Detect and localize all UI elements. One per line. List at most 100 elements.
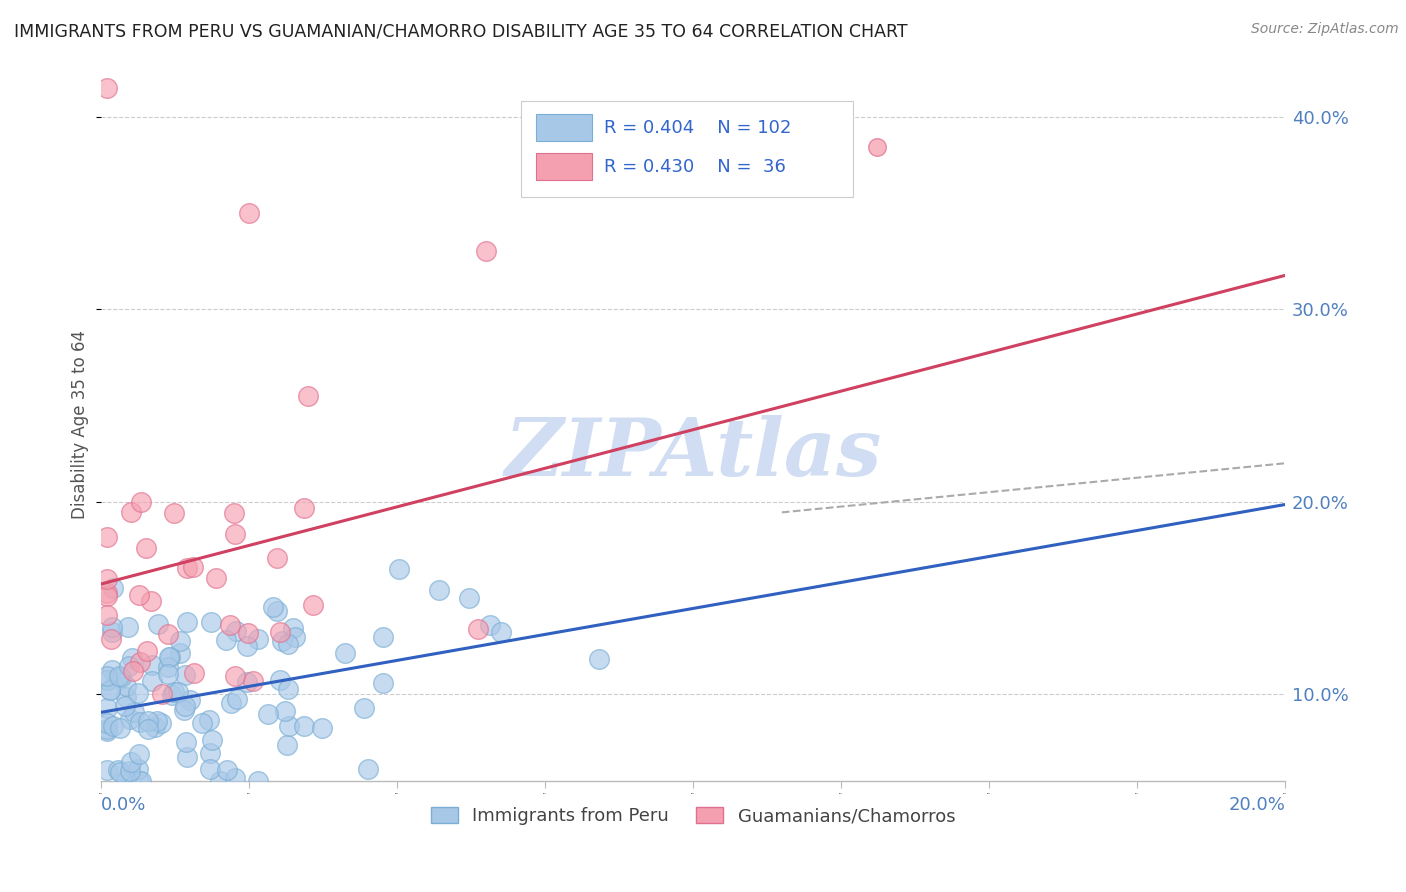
- Point: [169, 633, 191, 648]
- Point: [219, 618, 242, 632]
- Point: [277, 719, 299, 733]
- Point: [457, 591, 479, 605]
- Text: Source: ZipAtlas.com: Source: ZipAtlas.com: [1251, 22, 1399, 37]
- Point: [333, 646, 356, 660]
- Point: [118, 764, 141, 778]
- Point: [129, 774, 152, 789]
- Point: [101, 581, 124, 595]
- Point: [157, 649, 180, 664]
- Point: [121, 650, 143, 665]
- Text: R = 0.404    N = 102: R = 0.404 N = 102: [605, 119, 792, 136]
- Point: [224, 772, 246, 786]
- Point: [128, 656, 150, 670]
- Point: [128, 774, 150, 789]
- Point: [96, 80, 118, 95]
- Point: [107, 763, 129, 777]
- Point: [107, 669, 129, 683]
- Point: [311, 721, 333, 735]
- Point: [266, 551, 288, 566]
- Point: [174, 735, 197, 749]
- Point: [96, 668, 118, 682]
- Point: [198, 713, 221, 727]
- Point: [135, 644, 157, 658]
- Point: [183, 665, 205, 680]
- Point: [141, 657, 163, 672]
- FancyBboxPatch shape: [536, 153, 592, 180]
- Point: [96, 585, 118, 599]
- Point: [108, 764, 131, 779]
- Point: [246, 632, 269, 646]
- Point: [281, 621, 304, 635]
- Point: [101, 718, 124, 732]
- Point: [224, 668, 246, 682]
- Point: [489, 624, 512, 639]
- Point: [117, 620, 139, 634]
- Point: [96, 589, 118, 603]
- Point: [242, 673, 264, 688]
- Point: [115, 690, 138, 704]
- Legend: Immigrants from Peru, Guamanians/Chamorros: Immigrants from Peru, Guamanians/Chamorr…: [430, 807, 955, 825]
- Point: [388, 562, 411, 576]
- Point: [225, 624, 247, 638]
- Point: [146, 714, 169, 729]
- Point: [181, 560, 204, 574]
- Point: [159, 649, 181, 664]
- Point: [191, 716, 214, 731]
- Point: [136, 714, 159, 729]
- Point: [277, 681, 299, 696]
- Point: [174, 668, 197, 682]
- Point: [246, 774, 269, 789]
- Point: [100, 620, 122, 634]
- Point: [256, 706, 278, 721]
- Point: [150, 716, 173, 731]
- Point: [122, 705, 145, 719]
- Point: [139, 594, 162, 608]
- Point: [205, 571, 228, 585]
- Point: [156, 660, 179, 674]
- Point: [277, 637, 299, 651]
- Point: [224, 526, 246, 541]
- Point: [198, 746, 221, 760]
- Point: [173, 703, 195, 717]
- Point: [122, 664, 145, 678]
- Point: [236, 639, 259, 653]
- Point: [136, 722, 159, 736]
- Point: [219, 696, 242, 710]
- Point: [114, 773, 136, 788]
- Text: IMMIGRANTS FROM PERU VS GUAMANIAN/CHAMORRO DISABILITY AGE 35 TO 64 CORRELATION C: IMMIGRANTS FROM PERU VS GUAMANIAN/CHAMOR…: [14, 22, 908, 40]
- Point: [297, 389, 319, 403]
- Point: [371, 630, 394, 644]
- Point: [96, 673, 118, 688]
- Point: [357, 763, 380, 777]
- Point: [96, 764, 118, 778]
- Point: [169, 646, 191, 660]
- Point: [266, 604, 288, 618]
- Point: [176, 615, 198, 629]
- Point: [101, 663, 124, 677]
- Point: [146, 617, 169, 632]
- Point: [225, 692, 247, 706]
- Point: [270, 633, 292, 648]
- Text: ZIPAtlas: ZIPAtlas: [505, 415, 882, 492]
- Point: [173, 698, 195, 713]
- Point: [222, 506, 245, 520]
- Point: [179, 693, 201, 707]
- Point: [302, 598, 325, 612]
- Point: [478, 617, 501, 632]
- Point: [269, 673, 291, 688]
- Point: [371, 676, 394, 690]
- Point: [269, 625, 291, 640]
- Point: [217, 763, 239, 777]
- Point: [162, 688, 184, 702]
- Point: [427, 582, 450, 597]
- Point: [167, 685, 190, 699]
- Point: [215, 633, 238, 648]
- Point: [141, 673, 163, 688]
- Point: [176, 750, 198, 764]
- Text: R = 0.430    N =  36: R = 0.430 N = 36: [605, 158, 786, 176]
- Point: [200, 615, 222, 629]
- Y-axis label: Disability Age 35 to 64: Disability Age 35 to 64: [72, 330, 89, 519]
- Point: [96, 724, 118, 739]
- Point: [201, 732, 224, 747]
- Point: [96, 572, 118, 586]
